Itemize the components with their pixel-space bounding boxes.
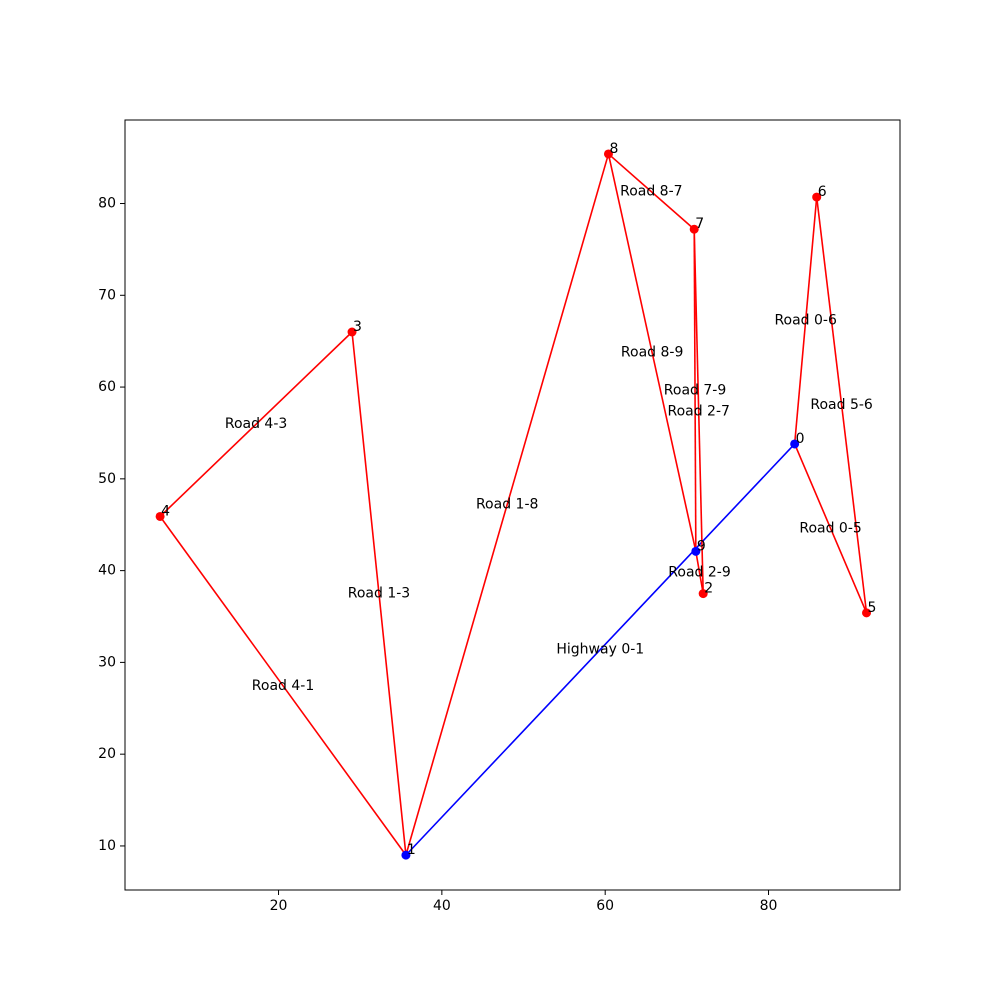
edge-label-5-6: Road 5-6 <box>810 397 873 413</box>
edge-label-1-3: Road 1-3 <box>348 586 410 602</box>
node-label-8: 8 <box>609 141 618 157</box>
plot-area <box>125 120 900 890</box>
edge-7-9 <box>693 229 697 552</box>
node-label-5: 5 <box>868 600 877 616</box>
node-label-3: 3 <box>353 319 362 335</box>
edge-label-2-9: Road 2-9 <box>668 564 730 580</box>
y-axis: 10 20 30 40 50 60 70 80 <box>98 196 125 854</box>
edge-label-1-8: Road 1-8 <box>476 497 538 513</box>
edge-labels-layer: Highway 0-1 Road 0-5 Road 0-6 Road 1-3 Road … <box>225 184 873 694</box>
node-label-7: 7 <box>695 216 704 232</box>
edge-4-3 <box>159 331 353 518</box>
x-tick-label-60: 60 <box>596 898 614 914</box>
node-label-2: 2 <box>704 581 713 597</box>
node-9 <box>691 546 701 556</box>
node-0 <box>790 439 800 449</box>
y-tick-label-70: 70 <box>98 287 116 303</box>
edge-label-4-3: Road 4-3 <box>225 416 287 432</box>
y-tick-label-20: 20 <box>98 746 116 762</box>
node-8 <box>603 149 613 159</box>
x-axis: 20 40 60 80 <box>270 890 778 914</box>
node-label-0: 0 <box>796 431 805 447</box>
edge-label-8-9: Road 8-9 <box>621 345 683 361</box>
edge-0-5 <box>793 443 868 614</box>
node-2 <box>698 589 708 599</box>
node-3 <box>347 327 357 337</box>
edge-0-6 <box>793 197 818 445</box>
edge-label-8-7: Road 8-7 <box>620 184 682 200</box>
edge-1-8 <box>405 153 610 856</box>
y-tick-label-60: 60 <box>98 379 116 395</box>
node-6 <box>812 192 822 202</box>
y-tick-label-30: 30 <box>98 654 116 670</box>
node-labels-layer: 0 1 2 3 4 5 6 7 8 9 <box>161 141 876 858</box>
node-7 <box>689 224 699 234</box>
edge-label-0-5: Road 0-5 <box>799 520 861 536</box>
y-tick-label-80: 80 <box>98 196 116 212</box>
y-tick-label-40: 40 <box>98 563 116 579</box>
plot-frame <box>124 119 901 891</box>
edge-label-2-7: Road 2-7 <box>667 403 729 419</box>
y-tick-label-50: 50 <box>98 471 116 487</box>
node-label-9: 9 <box>697 538 706 554</box>
edge-label-4-1: Road 4-1 <box>252 678 314 694</box>
node-5 <box>862 608 872 618</box>
edge-8-9 <box>607 153 697 552</box>
edge-5-6 <box>815 196 868 613</box>
edge-2-7 <box>693 229 704 594</box>
node-label-1: 1 <box>407 842 416 858</box>
nodes-layer <box>155 149 872 860</box>
edges-layer <box>159 153 868 856</box>
node-1 <box>401 850 411 860</box>
node-label-6: 6 <box>818 184 827 200</box>
x-tick-label-20: 20 <box>270 898 288 914</box>
edge-label-0-6: Road 0-6 <box>774 313 837 329</box>
edge-1-3 <box>351 331 407 856</box>
node-label-4: 4 <box>161 503 170 519</box>
x-tick-label-40: 40 <box>433 898 451 914</box>
edge-label-7-9: Road 7-9 <box>664 382 726 398</box>
edge-0-1 <box>405 443 796 856</box>
edge-label-0-1: Highway 0-1 <box>556 642 644 658</box>
edge-8-7 <box>607 153 695 230</box>
y-tick-label-10: 10 <box>98 838 116 854</box>
edge-4-1 <box>159 516 407 856</box>
edge-2-9 <box>695 551 704 594</box>
node-4 <box>155 511 165 521</box>
x-tick-label-80: 80 <box>760 898 778 914</box>
